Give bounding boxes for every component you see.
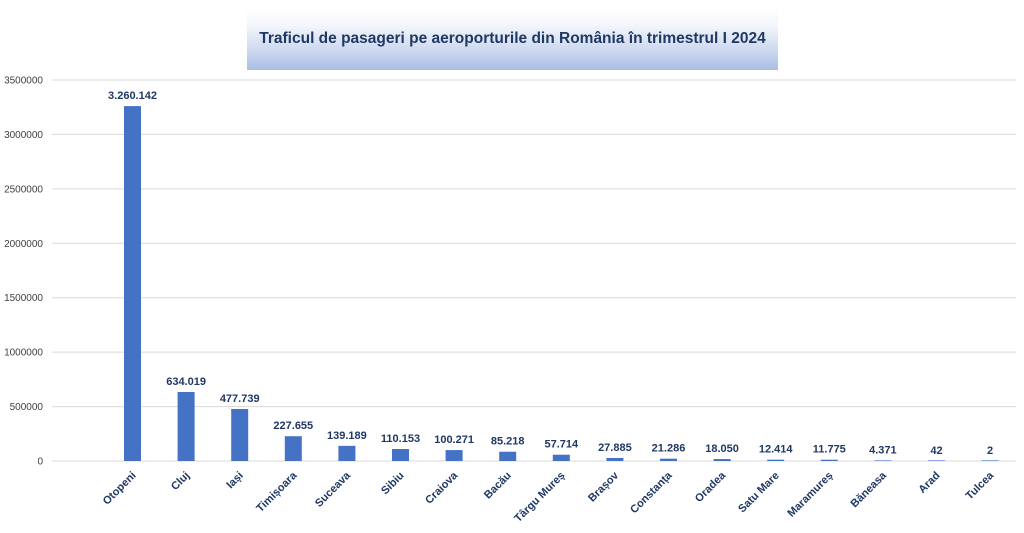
y-tick-label: 2000000 — [4, 239, 43, 250]
data-label: 227.655 — [273, 420, 313, 432]
x-tick-label: Tulcea — [964, 469, 997, 502]
bar — [338, 445, 356, 461]
x-tick-label: Suceava — [313, 469, 354, 510]
data-label: 110.153 — [381, 433, 420, 445]
x-tick-label: Arad — [916, 470, 942, 496]
bar — [124, 106, 141, 461]
bar — [981, 460, 999, 461]
y-tick-label: 2500000 — [4, 184, 43, 195]
bar — [284, 436, 302, 461]
data-label: 12.414 — [759, 444, 794, 456]
x-tick-label: Maramureș — [785, 470, 835, 520]
bar — [231, 408, 249, 461]
x-tick-label: Satu Mare — [736, 470, 782, 516]
data-label: 11.775 — [813, 444, 846, 456]
data-label: 2 — [987, 445, 993, 457]
bar — [606, 457, 624, 461]
bar — [713, 459, 731, 461]
bar — [499, 451, 517, 461]
x-tick-label: Băneasa — [849, 469, 890, 510]
bar — [177, 391, 195, 461]
x-tick-label: Constanța — [628, 469, 675, 516]
data-label: 3.260.142 — [108, 90, 157, 102]
data-label: 477.739 — [220, 393, 260, 405]
bar — [552, 454, 570, 461]
bar — [928, 460, 945, 461]
x-tick-label: Cluj — [169, 470, 192, 493]
y-tick-label: 0 — [37, 457, 43, 468]
x-tick-label: Târgu Mureș — [512, 470, 567, 525]
x-tick-label: Sibiu — [379, 470, 406, 497]
data-label: 27.885 — [598, 442, 632, 454]
data-label: 139.189 — [327, 430, 367, 442]
y-tick-label: 3500000 — [4, 76, 43, 87]
bar — [392, 449, 409, 461]
data-label: 42 — [930, 445, 942, 457]
data-label: 634.019 — [166, 376, 206, 388]
data-label: 4.371 — [869, 445, 897, 457]
x-tick-label: Craiova — [423, 469, 461, 507]
bar — [445, 450, 463, 461]
chart-title-box: Traficul de pasageri pe aeroporturile di… — [247, 8, 778, 70]
data-label: 100.271 — [434, 434, 474, 446]
y-tick-label: 1000000 — [4, 348, 43, 359]
bar — [820, 459, 838, 461]
data-label: 57.714 — [544, 439, 579, 451]
x-tick-label: Oradea — [693, 469, 729, 505]
x-tick-label: Brașov — [586, 469, 621, 504]
bar — [874, 460, 892, 461]
bar — [660, 458, 677, 461]
bar — [767, 459, 785, 461]
data-label: 85.218 — [491, 436, 525, 448]
chart-title: Traficul de pasageri pe aeroporturile di… — [259, 30, 766, 47]
x-tick-label: Otopeni — [101, 470, 139, 508]
x-tick-label: Timișoara — [254, 469, 300, 515]
y-tick-label: 3000000 — [4, 130, 43, 141]
y-tick-label: 1500000 — [4, 293, 43, 304]
data-label: 21.286 — [652, 443, 686, 455]
x-tick-label: Iași — [224, 470, 245, 491]
x-tick-label: Bacău — [482, 470, 514, 502]
y-tick-label: 500000 — [10, 402, 44, 413]
data-label: 18.050 — [705, 443, 739, 455]
